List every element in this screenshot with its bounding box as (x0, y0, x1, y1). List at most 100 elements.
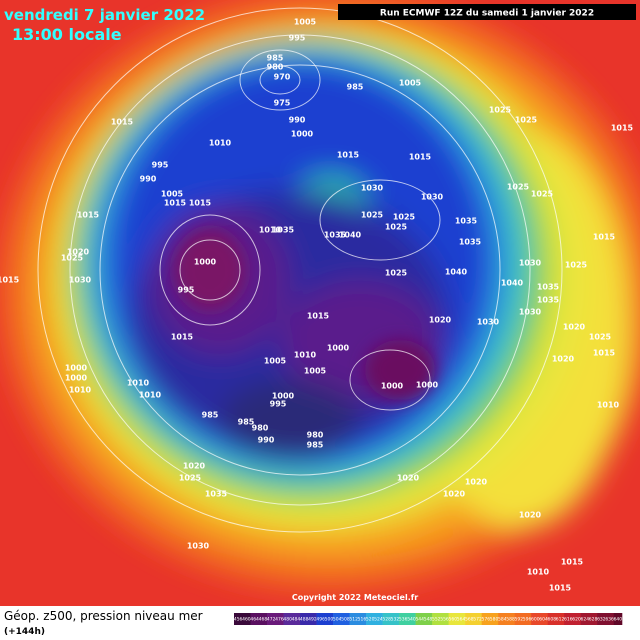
isobar-label: 1015 (164, 199, 187, 208)
scale-label: 608 (548, 617, 557, 623)
isobar-label: 1040 (445, 268, 468, 277)
isobar-label: 1020 (443, 490, 466, 499)
scale-swatch (531, 613, 540, 625)
scale-swatch (333, 613, 342, 625)
scale-swatch (456, 613, 466, 625)
isobar-label: 1015 (337, 151, 360, 160)
isobar-label: 980 (267, 63, 284, 72)
scale-label: 512 (349, 617, 358, 623)
isobar-label: 1020 (552, 355, 575, 364)
isobar-label: 1015 (111, 118, 134, 127)
scale-label: 564 (457, 617, 466, 623)
footer-subtitle: (+144h) (4, 627, 45, 637)
scale-label: 516 (358, 617, 367, 623)
scale-label: 492 (308, 617, 317, 623)
isobar-label: 1025 (61, 254, 84, 263)
scale-label: 552 (432, 617, 441, 623)
isobar-label: 1030 (69, 276, 92, 285)
isobar-label: 1030 (519, 308, 542, 317)
isobar-label: 1025 (589, 333, 612, 342)
scale-swatch (415, 613, 425, 625)
isobar-label: 990 (258, 436, 275, 445)
date-label: vendredi 7 janvier 2022 (4, 6, 205, 24)
isobar-label: 1010 (597, 401, 620, 410)
scale-label: 460 (242, 617, 251, 623)
scale-label: 628 (589, 617, 598, 623)
isobar-label: 1025 (531, 190, 554, 199)
scale-swatch (382, 613, 392, 625)
scale-label: 500 (325, 617, 334, 623)
isobar-label: 1030 (477, 318, 500, 327)
isobar-label: 1035 (205, 490, 228, 499)
isobar-label: 1010 (209, 139, 232, 148)
isobar-label: 985 (267, 54, 284, 63)
isobar-label: 1005 (304, 367, 327, 376)
isobar-label: 1015 (549, 584, 572, 593)
scale-swatch (498, 613, 507, 625)
isobar-label: 1025 (385, 223, 408, 232)
scale-label: 624 (581, 617, 590, 623)
scale-label: 528 (382, 617, 391, 623)
isobar-label: 1025 (515, 116, 538, 125)
isobar-label: 1035 (537, 283, 560, 292)
scale-swatch (324, 613, 334, 625)
scale-label: 596 (523, 617, 532, 623)
scale-label: 612 (556, 617, 565, 623)
scale-swatch (605, 613, 615, 625)
isobar-label: 1025 (385, 269, 408, 278)
scale-swatch (473, 613, 482, 625)
isobar-label: 995 (152, 161, 169, 170)
isobar-label: 1015 (171, 333, 194, 342)
isobar-label: 1015 (307, 312, 330, 321)
isobar-label: 985 (238, 418, 255, 427)
scale-label: 620 (572, 617, 581, 623)
isobar-label: 1000 (194, 258, 217, 267)
scale-swatch (613, 613, 623, 625)
isobar-label: 995 (178, 286, 195, 295)
isobar-label: 1015 (593, 349, 616, 358)
scale-swatch (341, 613, 350, 625)
scale-label: 568 (465, 617, 474, 623)
scale-label: 584 (498, 617, 507, 623)
scale-label: 640 (614, 617, 623, 623)
isobar-label: 1000 (65, 364, 88, 373)
scale-swatch (366, 613, 375, 625)
isobar-label: 980 (307, 431, 324, 440)
scale-swatch (250, 613, 260, 625)
run-box (338, 4, 636, 20)
isobar-label: 995 (289, 34, 306, 43)
scale-swatch (588, 613, 598, 625)
scale-swatch (242, 613, 251, 625)
time-label: 13:00 locale (12, 25, 122, 44)
scale-label: 588 (506, 617, 515, 623)
isobar-label: 1015 (77, 211, 100, 220)
isobar-label: 1030 (361, 184, 384, 193)
scale-swatch (291, 613, 301, 625)
isobar-label: 1000 (272, 392, 295, 401)
scale-label: 476 (275, 617, 284, 623)
isobar-label: 1025 (507, 183, 530, 192)
isobar-label: 1040 (339, 231, 362, 240)
isobar-label: 1020 (563, 323, 586, 332)
isobar-label: 1010 (294, 351, 317, 360)
isobar-label: 975 (274, 99, 291, 108)
isobar-label: 1035 (455, 217, 478, 226)
isobar-label: 1035 (272, 226, 295, 235)
isobar-label: 1020 (429, 316, 452, 325)
isobar-label: 1000 (65, 374, 88, 383)
scale-label: 576 (481, 617, 490, 623)
scale-swatch (481, 613, 491, 625)
scale-swatch (555, 613, 565, 625)
scale-swatch (597, 613, 606, 625)
isobar-label: 1005 (399, 79, 422, 88)
scale-label: 456 (234, 617, 243, 623)
scale-label: 556 (440, 617, 449, 623)
isobar-label: 990 (140, 175, 157, 184)
scale-label: 580 (490, 617, 499, 623)
isobar-label: 1010 (69, 386, 92, 395)
scale-swatch (514, 613, 524, 625)
isobar-label: 1025 (565, 261, 588, 270)
isobar-label: 1005 (294, 18, 317, 27)
isobar-label: 1035 (459, 238, 482, 247)
geopotential-field (0, 0, 640, 606)
